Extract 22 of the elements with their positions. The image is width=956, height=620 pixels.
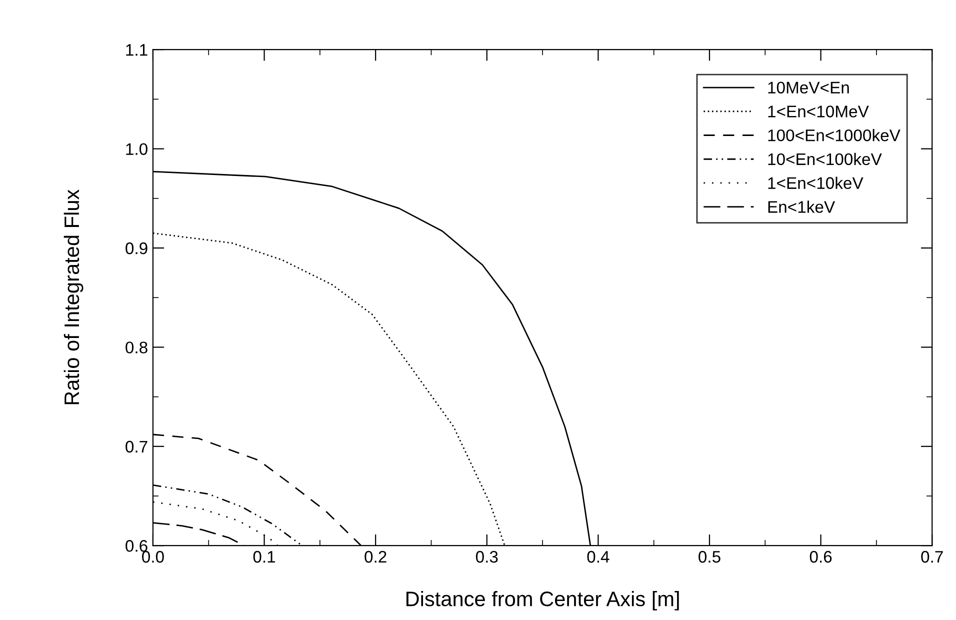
legend-label: 10<En<100keV [768,152,882,166]
y-tick-label: 1.1 [126,44,148,56]
legend-label: 1<En<10MeV [768,106,869,118]
y-tick-label: 0.9 [126,242,148,254]
x-tick-label: 0.2 [364,550,386,563]
x-tick-label: 0.7 [921,550,943,563]
x-tick-label: 0.0 [142,550,164,563]
y-tick-label: 0.6 [126,540,148,552]
legend-label: 10MeV<En [768,82,849,94]
legend-label: 100<En<1000keV [768,129,900,142]
y-tick-label: 0.7 [126,440,148,453]
legend-label: 1<En<10keV [768,176,864,189]
x-axis-title: Distance from Center Axis [m] [406,591,679,610]
y-tick-label: 1.0 [126,143,148,156]
x-tick-label: 0.6 [810,550,832,563]
x-tick-label: 0.3 [476,550,498,563]
x-tick-label: 0.5 [698,550,720,563]
y-axis-title: Ratio of Integrated Flux [64,190,84,404]
x-tick-label: 0.4 [587,550,610,563]
y-tick-label: 0.8 [126,342,148,354]
x-tick-label: 0.1 [253,550,276,563]
legend-label: En<1keV [768,200,836,213]
